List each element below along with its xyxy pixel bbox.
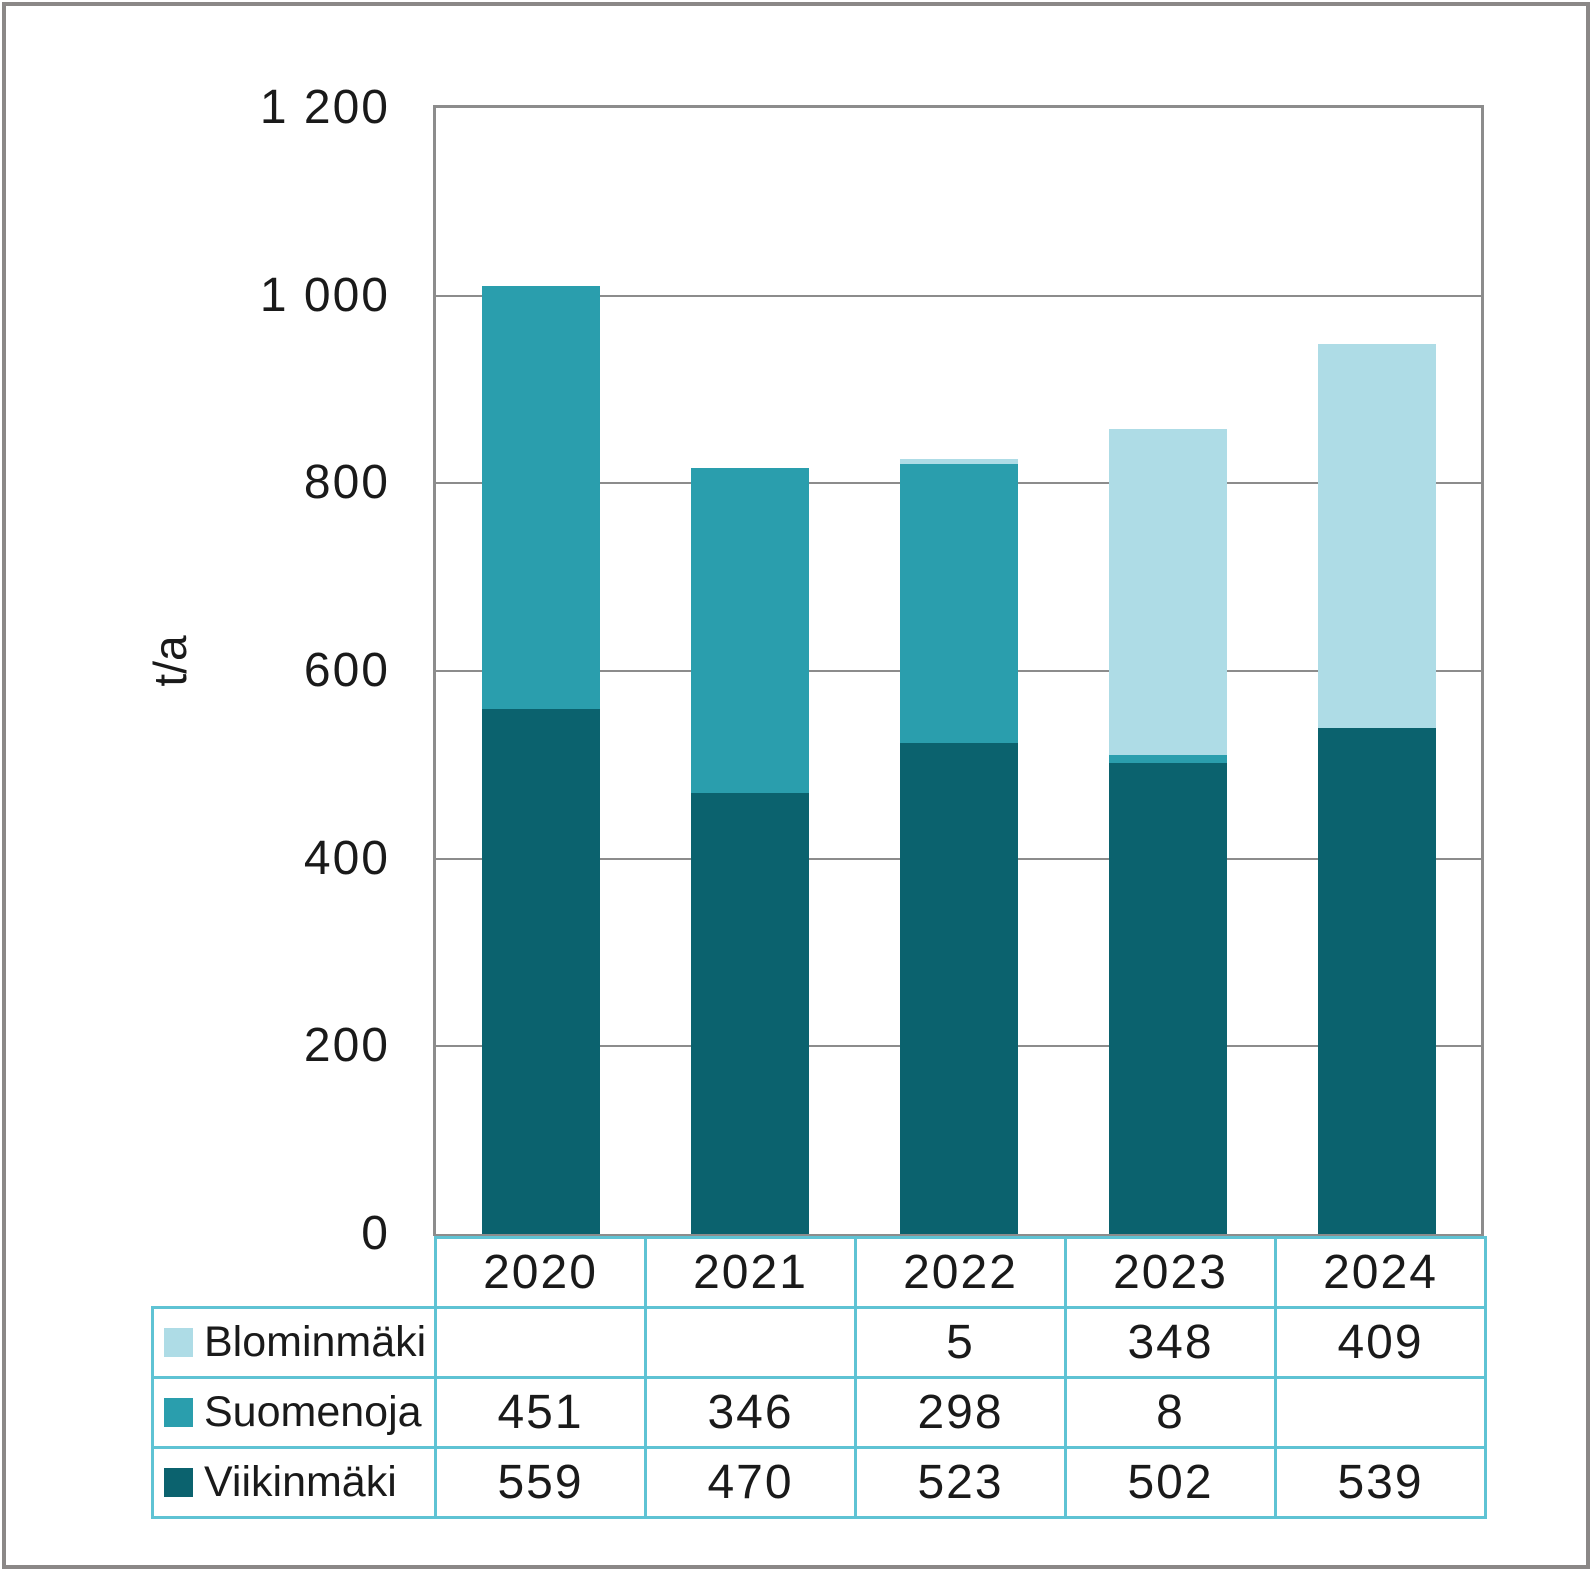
y-tick-label: 1 000 [259,268,390,322]
y-tick-label: 600 [303,644,390,697]
legend-cell: Viikinmäki [151,1446,437,1519]
y-tick-label: 800 [303,456,390,510]
y-tick-label: 1 200 [259,81,390,134]
bar-segment-viikinm-ki-2024 [1317,728,1436,1234]
y-gridline [436,294,1481,297]
value-cell: 451 [434,1376,647,1449]
bar-segment-blominm-ki-2024 [1317,344,1436,729]
series-row-blominm-ki: Blominmäki 5 348 409 [151,1306,1487,1379]
bar-segment-suomenoja-2021 [690,468,809,793]
value-cell: 298 [854,1376,1067,1449]
year-header-cell: 2024 [1274,1236,1487,1309]
legend-label: Viikinmäki [204,1458,397,1506]
bar-segment-suomenoja-2022 [899,463,1018,744]
data-table: 2020 2021 2022 2023 2024 Blominmäki 5 348 409 Suo… [151,1236,1487,1519]
legend-cell: Suomenoja [151,1376,437,1449]
bar-segment-viikinm-ki-2022 [899,743,1018,1234]
value-cell: 348 [1064,1306,1277,1379]
year-header-cell: 2021 [644,1236,857,1309]
series-row-suomenoja: Suomenoja 451 346 298 8 [151,1376,1487,1449]
table-corner-cell [153,1238,436,1308]
bar-segment-viikinm-ki-2023 [1108,762,1227,1234]
value-cell [644,1306,857,1379]
value-cell: 409 [1274,1306,1487,1379]
value-cell [1274,1376,1487,1449]
bar-segment-viikinm-ki-2021 [690,792,809,1234]
value-cell: 8 [1064,1376,1277,1449]
y-tick-label: 200 [303,1019,390,1073]
year-header-cell: 2023 [1064,1236,1277,1309]
bar-segment-blominm-ki-2023 [1108,428,1227,756]
legend-swatch-icon [164,1328,193,1357]
value-cell: 502 [1064,1446,1277,1519]
year-header-row: 2020 2021 2022 2023 2024 [153,1236,1487,1309]
legend-label: Suomenoja [204,1388,422,1436]
value-cell: 470 [644,1446,857,1519]
bar-segment-viikinm-ki-2020 [481,709,600,1234]
value-cell: 523 [854,1446,1067,1519]
legend-swatch-icon [164,1468,193,1497]
value-cell: 559 [434,1446,647,1519]
year-header-cell: 2020 [434,1236,647,1309]
y-tick-label: 400 [303,831,390,885]
value-cell: 5 [854,1306,1067,1379]
bar-segment-suomenoja-2020 [481,286,600,710]
y-tick-label: 0 [361,1207,390,1260]
value-cell: 539 [1274,1446,1487,1519]
bar-segment-suomenoja-2023 [1108,755,1227,763]
year-header-cell: 2022 [854,1236,1067,1309]
legend-swatch-icon [164,1398,193,1427]
legend-label: Blominmäki [204,1318,427,1366]
value-cell: 346 [644,1376,857,1449]
value-cell [434,1306,647,1379]
bar-segment-blominm-ki-2022 [899,458,1018,464]
plot-area [433,105,1484,1236]
legend-cell: Blominmäki [151,1306,437,1379]
series-row-viikinm-ki: Viikinmäki 559 470 523 502 539 [151,1446,1487,1519]
